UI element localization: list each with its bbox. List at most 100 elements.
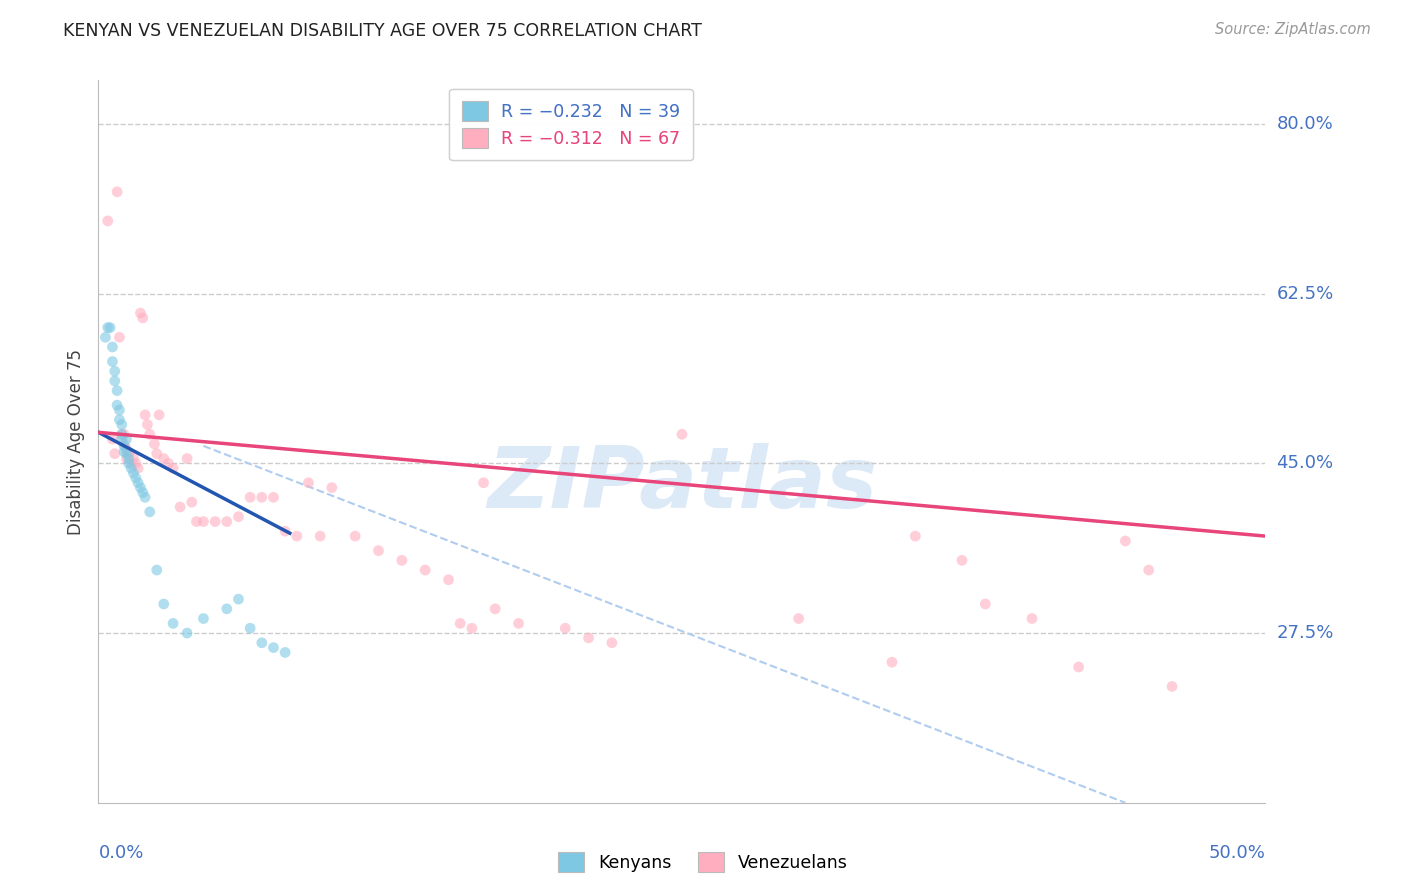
Point: [118, 447, 141, 461]
Point: [880, 655, 903, 669]
Point: [250, 491, 273, 505]
Point: [176, 626, 198, 640]
Point: [115, 442, 138, 456]
Point: [437, 573, 460, 587]
Point: [274, 524, 297, 539]
Point: [104, 364, 127, 378]
Point: [285, 529, 308, 543]
Point: [413, 563, 436, 577]
Text: 27.5%: 27.5%: [1277, 624, 1334, 642]
Point: [134, 491, 156, 505]
Point: [239, 491, 262, 505]
Point: [204, 515, 226, 529]
Point: [239, 621, 262, 635]
Point: [97, 214, 120, 228]
Point: [180, 495, 202, 509]
Point: [344, 529, 367, 543]
Text: KENYAN VS VENEZUELAN DISABILITY AGE OVER 75 CORRELATION CHART: KENYAN VS VENEZUELAN DISABILITY AGE OVER…: [63, 22, 702, 40]
Point: [125, 471, 148, 485]
Point: [162, 461, 184, 475]
Point: [101, 340, 124, 354]
Point: [1114, 533, 1136, 548]
Point: [321, 481, 343, 495]
Point: [101, 432, 124, 446]
Point: [262, 491, 284, 505]
Text: 80.0%: 80.0%: [1277, 115, 1333, 133]
Point: [122, 451, 145, 466]
Point: [112, 427, 135, 442]
Point: [193, 515, 215, 529]
Point: [118, 447, 141, 461]
Point: [132, 310, 155, 325]
Point: [98, 320, 121, 334]
Point: [108, 330, 131, 344]
Point: [111, 432, 134, 446]
Point: [176, 451, 198, 466]
Y-axis label: Disability Age Over 75: Disability Age Over 75: [66, 349, 84, 534]
Point: [112, 437, 135, 451]
Point: [146, 563, 169, 577]
Point: [950, 553, 973, 567]
Point: [97, 320, 120, 334]
Point: [112, 444, 135, 458]
Point: [508, 616, 530, 631]
Text: 0.0%: 0.0%: [98, 845, 143, 863]
Point: [215, 602, 238, 616]
Point: [974, 597, 997, 611]
Point: [105, 398, 128, 412]
Point: [94, 330, 117, 344]
Text: Source: ZipAtlas.com: Source: ZipAtlas.com: [1215, 22, 1371, 37]
Text: ZIPatlas: ZIPatlas: [486, 443, 877, 526]
Point: [108, 403, 131, 417]
Text: 45.0%: 45.0%: [1277, 454, 1334, 473]
Point: [169, 500, 191, 514]
Point: [136, 417, 159, 432]
Point: [105, 185, 128, 199]
Point: [461, 621, 484, 635]
Point: [127, 475, 149, 490]
Point: [1161, 680, 1184, 694]
Point: [139, 505, 162, 519]
Point: [115, 447, 138, 461]
Point: [146, 447, 169, 461]
Point: [152, 451, 174, 466]
Point: [262, 640, 284, 655]
Point: [215, 515, 238, 529]
Point: [671, 427, 693, 442]
Point: [129, 481, 152, 495]
Point: [132, 485, 155, 500]
Point: [122, 466, 145, 480]
Point: [1067, 660, 1090, 674]
Point: [139, 427, 162, 442]
Point: [108, 413, 131, 427]
Point: [143, 437, 166, 451]
Point: [367, 543, 389, 558]
Point: [111, 417, 134, 432]
Point: [115, 432, 138, 446]
Point: [118, 456, 141, 470]
Point: [193, 611, 215, 625]
Point: [309, 529, 332, 543]
Point: [125, 456, 148, 470]
Point: [112, 439, 135, 453]
Point: [1021, 611, 1043, 625]
Point: [104, 447, 127, 461]
Point: [228, 592, 250, 607]
Point: [134, 408, 156, 422]
Point: [157, 456, 180, 470]
Point: [162, 616, 184, 631]
Point: [120, 461, 142, 475]
Point: [111, 427, 134, 442]
Point: [600, 636, 623, 650]
Point: [449, 616, 471, 631]
Point: [115, 451, 138, 466]
Text: 62.5%: 62.5%: [1277, 285, 1334, 302]
Point: [101, 354, 124, 368]
Point: [472, 475, 495, 490]
Point: [118, 451, 141, 466]
Point: [148, 408, 170, 422]
Point: [104, 374, 127, 388]
Point: [554, 621, 576, 635]
Point: [127, 461, 149, 475]
Point: [484, 602, 506, 616]
